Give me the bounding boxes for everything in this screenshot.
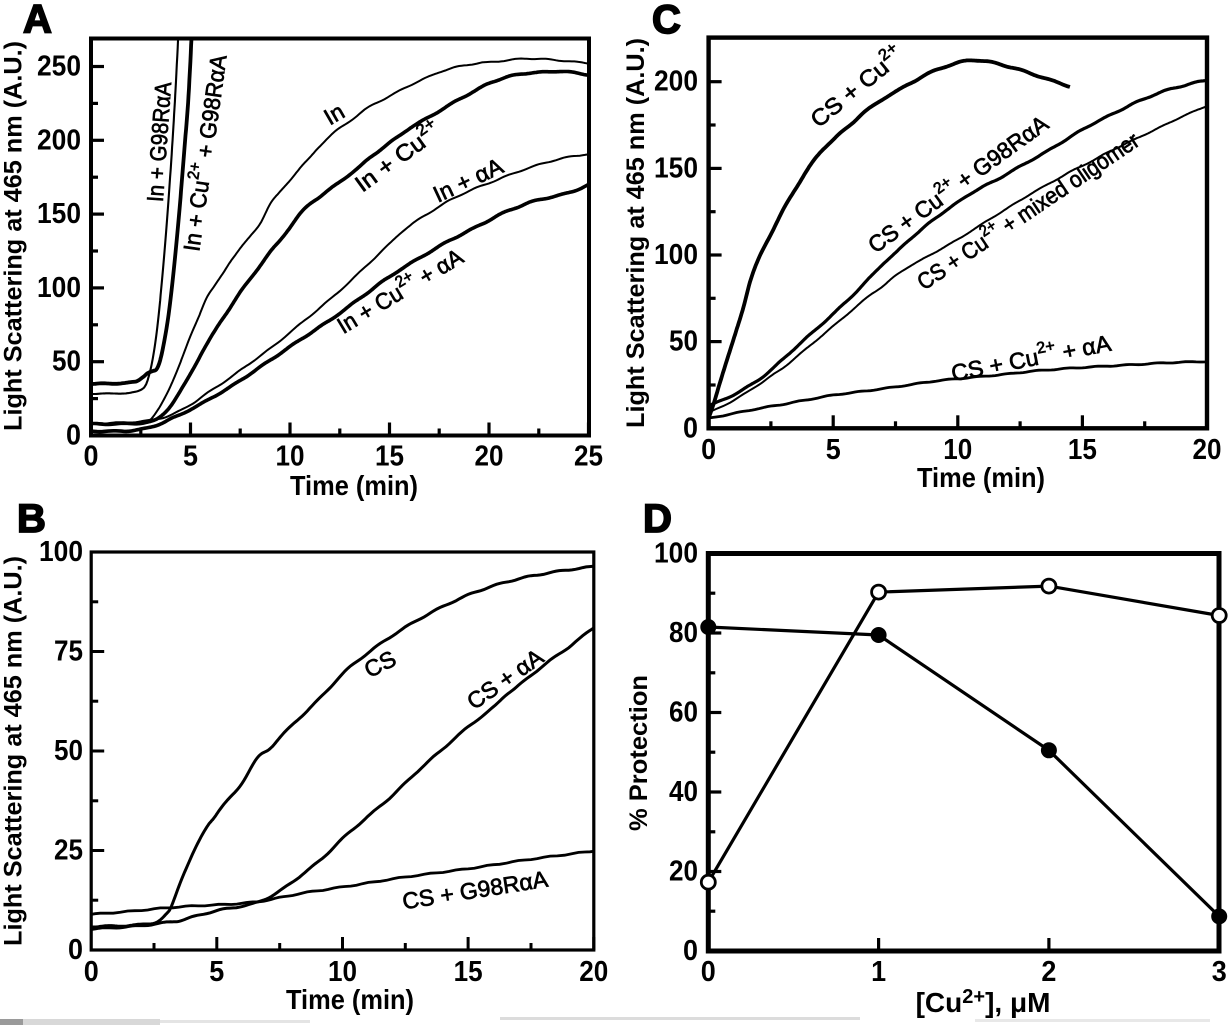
svg-text:0: 0	[683, 412, 698, 444]
svg-text:0: 0	[84, 956, 99, 988]
svg-text:10: 10	[943, 434, 972, 466]
svg-text:0: 0	[683, 935, 698, 967]
svg-text:5: 5	[209, 956, 224, 988]
svg-text:0: 0	[68, 934, 83, 966]
svg-text:200: 200	[37, 124, 81, 156]
svg-text:Time (min): Time (min)	[290, 470, 418, 501]
svg-text:Time (min): Time (min)	[917, 462, 1045, 493]
svg-text:250: 250	[37, 51, 81, 83]
svg-text:20: 20	[1193, 434, 1222, 466]
svg-text:1: 1	[871, 956, 886, 988]
svg-text:25: 25	[54, 835, 83, 867]
svg-text:25: 25	[574, 441, 603, 473]
svg-text:150: 150	[37, 198, 81, 230]
svg-text:20: 20	[579, 956, 608, 988]
svg-text:C: C	[652, 0, 681, 42]
svg-text:100: 100	[654, 538, 698, 570]
svg-text:20: 20	[669, 856, 698, 888]
svg-text:0: 0	[66, 420, 81, 452]
svg-text:200: 200	[654, 66, 698, 98]
svg-text:15: 15	[454, 956, 483, 988]
svg-text:100: 100	[654, 239, 698, 271]
svg-text:150: 150	[654, 152, 698, 184]
svg-text:80: 80	[669, 617, 698, 649]
svg-text:B: B	[17, 497, 46, 541]
svg-text:20: 20	[475, 441, 504, 473]
svg-text:75: 75	[54, 636, 83, 668]
svg-text:50: 50	[669, 326, 698, 358]
svg-text:Light Scattering at 465 nm (A.: Light Scattering at 465 nm (A.U.)	[0, 556, 28, 946]
svg-text:15: 15	[1068, 434, 1097, 466]
svg-text:100: 100	[39, 536, 83, 568]
svg-text:60: 60	[669, 697, 698, 729]
svg-text:50: 50	[52, 346, 81, 378]
svg-text:2: 2	[1041, 956, 1056, 988]
svg-text:Light Scattering at 465 nm (A.: Light Scattering at 465 nm (A.U.)	[0, 41, 28, 431]
svg-text:0: 0	[701, 956, 716, 988]
svg-text:D: D	[643, 497, 672, 541]
svg-text:A: A	[23, 0, 52, 42]
svg-text:0: 0	[701, 434, 716, 466]
svg-text:10: 10	[328, 956, 357, 988]
svg-text:% Protection: % Protection	[625, 675, 653, 831]
svg-text:10: 10	[276, 441, 305, 473]
svg-text:3: 3	[1212, 956, 1227, 988]
svg-text:0: 0	[84, 441, 99, 473]
svg-text:50: 50	[54, 735, 83, 767]
svg-text:Light Scattering at 465 nm (A.: Light Scattering at 465 nm (A.U.)	[622, 38, 650, 428]
svg-text:5: 5	[183, 441, 198, 473]
svg-text:40: 40	[669, 776, 698, 808]
svg-text:Time (min): Time (min)	[286, 984, 414, 1015]
svg-text:100: 100	[37, 272, 81, 304]
svg-text:15: 15	[375, 441, 404, 473]
svg-text:5: 5	[826, 434, 841, 466]
